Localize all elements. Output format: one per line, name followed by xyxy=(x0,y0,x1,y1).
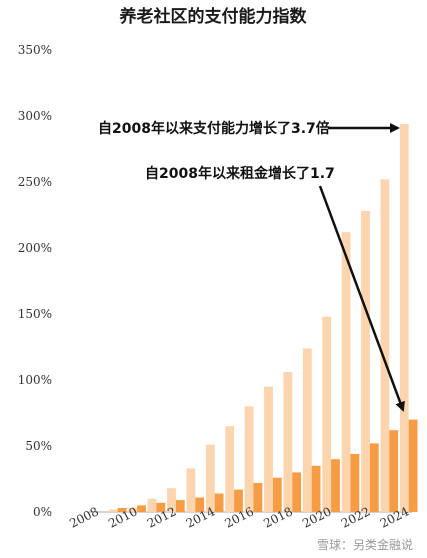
y-tick-label: 200% xyxy=(18,241,52,255)
annotation-affordability: 自2008年以来支付能力增长了3.7倍 xyxy=(98,120,330,137)
bar-affordability xyxy=(225,426,235,512)
bar-affordability xyxy=(128,508,138,512)
y-tick-label: 350% xyxy=(18,43,52,57)
bar-affordability xyxy=(361,211,370,512)
bar-rent xyxy=(175,500,185,512)
y-tick-label: 150% xyxy=(18,307,52,321)
bar-affordability xyxy=(399,123,409,513)
bar-rent xyxy=(253,483,263,512)
bar-affordability xyxy=(167,488,176,512)
x-tick-label: 2008 xyxy=(67,504,101,530)
watermark: 雪球：另类金融说 xyxy=(317,537,413,552)
bar-affordability xyxy=(244,406,254,512)
bar-rent xyxy=(331,459,340,512)
y-tick-label: 50% xyxy=(25,439,52,453)
y-tick-label: 250% xyxy=(18,175,52,189)
bar-rent xyxy=(156,502,166,512)
bar-rent xyxy=(272,477,282,512)
bar-rent xyxy=(214,493,224,512)
bar-rent xyxy=(234,489,243,512)
bar-rent xyxy=(369,443,379,512)
bar-rent xyxy=(389,430,399,512)
bar-rent xyxy=(117,508,127,512)
bar-affordability xyxy=(380,179,390,512)
bar-rent xyxy=(350,453,360,512)
annotation-rent: 自2008年以来租金增长了1.7 xyxy=(145,165,335,182)
bar-affordability xyxy=(322,316,332,512)
bar-rent xyxy=(137,505,146,512)
bar-affordability xyxy=(147,498,157,512)
annotation-arrow-rent xyxy=(318,185,405,412)
y-tick-label: 100% xyxy=(18,373,52,387)
bar-affordability xyxy=(108,509,118,512)
bar-affordability xyxy=(283,372,293,512)
bar-rent xyxy=(408,419,418,512)
y-tick-label: 300% xyxy=(18,109,52,123)
y-tick-label: 0% xyxy=(33,505,52,519)
bar-rent xyxy=(292,472,302,512)
bar-affordability xyxy=(302,348,312,512)
bar-rent xyxy=(195,497,205,512)
bar-rent xyxy=(311,465,321,512)
bar-affordability xyxy=(205,444,215,512)
chart-title: 养老社区的支付能力指数 xyxy=(119,6,308,27)
bar-affordability xyxy=(264,386,273,512)
bar-affordability xyxy=(341,232,351,512)
bar-affordability xyxy=(186,468,196,512)
